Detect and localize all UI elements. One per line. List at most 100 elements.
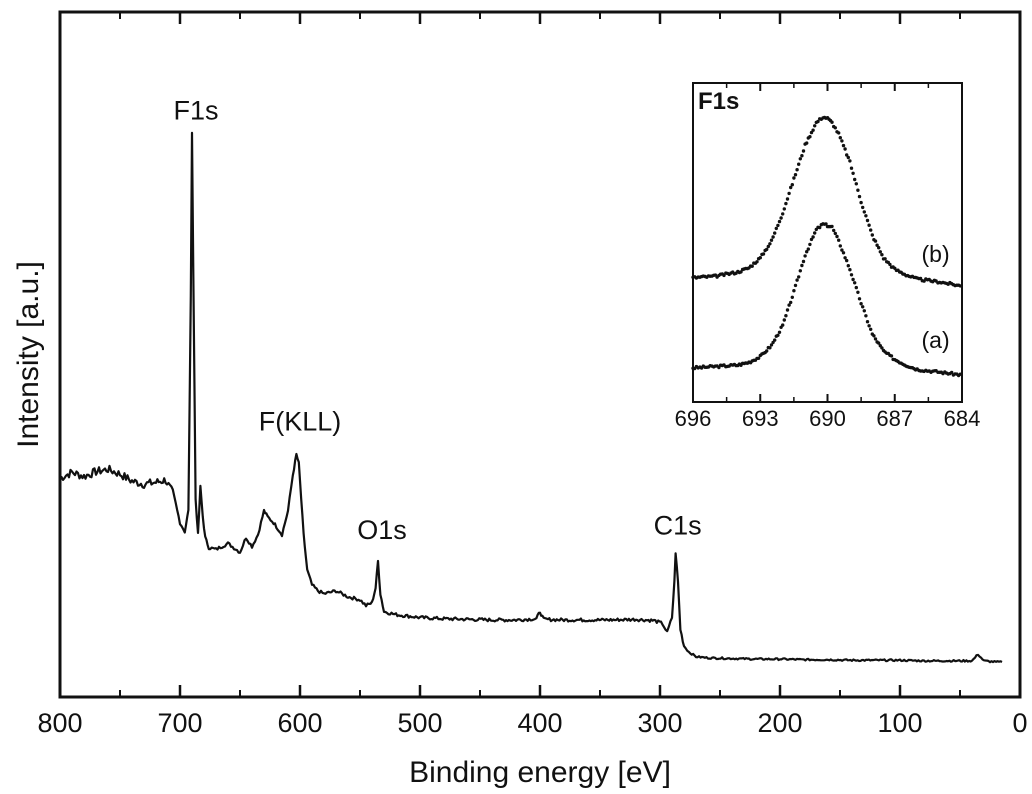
inset-plot: 696 693 690 687 684 F1s (b) (a) xyxy=(675,82,980,431)
inset-data-point xyxy=(797,162,801,166)
inset-data-point xyxy=(837,238,841,242)
inset-data-point xyxy=(787,191,791,196)
inset-data-point xyxy=(958,372,962,376)
x-tick-label: 200 xyxy=(757,708,802,738)
inset-data-point xyxy=(809,130,814,135)
x-axis-title: Binding energy [eV] xyxy=(409,756,671,789)
inset-data-point xyxy=(862,210,866,214)
inset-data-point xyxy=(843,256,847,260)
inset-data-point xyxy=(873,337,878,341)
inset-data-point xyxy=(846,264,850,268)
inset-data-point xyxy=(806,247,810,251)
inset-data-point xyxy=(841,251,846,255)
inset-data-point xyxy=(835,234,839,239)
inset-data-point xyxy=(889,354,894,358)
inset-data-point xyxy=(790,295,794,299)
inset-data-point xyxy=(798,269,802,273)
inset-data-point xyxy=(843,147,847,151)
inset-data-point xyxy=(859,302,863,306)
inset-series-a xyxy=(691,222,962,378)
inset-data-point xyxy=(795,168,799,172)
inset-data-point xyxy=(865,218,870,223)
inset-data-point xyxy=(830,224,834,229)
inset-data-point xyxy=(867,223,871,227)
inset-data-point xyxy=(856,188,860,192)
inset-data-point xyxy=(856,290,860,294)
inset-data-point xyxy=(865,320,870,324)
inset-data-point xyxy=(809,237,814,242)
inset-data-point xyxy=(845,153,849,157)
inset-data-point xyxy=(784,314,788,318)
inset-data-point xyxy=(816,119,820,124)
inset-data-point xyxy=(769,238,774,242)
inset-data-point xyxy=(857,194,862,199)
spectrum-line xyxy=(59,131,1003,664)
inset-data-point xyxy=(854,285,858,290)
inset-data-point xyxy=(846,155,850,160)
inset-data-point xyxy=(838,244,842,248)
inset-data-point xyxy=(950,370,954,375)
inset-title: F1s xyxy=(698,88,739,115)
inset-data-point xyxy=(848,268,852,272)
inset-frame xyxy=(692,82,963,403)
inset-data-point xyxy=(853,281,857,285)
inset-data-point xyxy=(958,284,962,288)
peak-label: C1s xyxy=(654,510,702,540)
inset-data-point xyxy=(793,173,798,177)
inset-data-point xyxy=(830,120,834,124)
inset-data-point xyxy=(797,275,801,279)
inset-data-point xyxy=(771,235,775,239)
inset-data-point xyxy=(851,171,855,175)
inset-data-point xyxy=(798,157,802,161)
inset-data-point xyxy=(872,334,876,338)
inset-data-point xyxy=(878,250,882,254)
inset-data-point xyxy=(777,330,782,334)
inset-data-point xyxy=(880,346,884,350)
inset-data-point xyxy=(795,278,799,282)
inset-data-point xyxy=(801,259,806,264)
inset-data-point xyxy=(875,243,879,247)
inset-data-point xyxy=(758,256,762,260)
inset-data-point xyxy=(769,343,774,347)
inset-data-point xyxy=(811,235,815,239)
inset-data-point xyxy=(869,327,873,331)
inset-data-point xyxy=(776,223,780,228)
inset-data-point xyxy=(755,260,759,264)
inset-data-point xyxy=(784,201,788,206)
inset-data-point xyxy=(800,154,804,158)
inset-data-point xyxy=(777,219,782,224)
inset-data-point xyxy=(801,149,806,153)
inset-data-point xyxy=(761,252,766,256)
inset-data-point xyxy=(756,356,761,360)
inset-data-point xyxy=(813,124,817,128)
inset-data-point xyxy=(837,131,841,135)
x-tick-label: 500 xyxy=(397,708,442,738)
inset-data-point xyxy=(785,197,790,201)
inset-data-point xyxy=(792,176,796,180)
x-tick-label: 800 xyxy=(37,708,82,738)
x-tick-label: 600 xyxy=(277,708,322,738)
inset-data-point xyxy=(811,128,815,132)
inset-data-point xyxy=(789,300,793,305)
inset-data-point xyxy=(869,228,873,232)
x-tick-label: 0 xyxy=(1012,708,1027,738)
inset-x-tick-label: 693 xyxy=(742,406,779,431)
inset-data-point xyxy=(766,244,770,249)
inset-data-point xyxy=(774,226,778,231)
inset-data-point xyxy=(782,318,786,322)
inset-data-point xyxy=(857,297,862,301)
x-tick-label: 100 xyxy=(877,708,922,738)
inset-data-point xyxy=(877,246,881,250)
inset-data-point xyxy=(768,346,772,350)
inset-data-point xyxy=(808,242,812,247)
inset-data-point xyxy=(813,231,817,235)
inset-data-point xyxy=(864,314,868,318)
inset-data-point xyxy=(832,228,836,233)
inset-series-label: (a) xyxy=(922,327,950,353)
inset-data-point xyxy=(841,143,846,148)
inset-data-point xyxy=(848,159,852,163)
inset-data-point xyxy=(765,349,769,353)
inset-data-point xyxy=(849,273,854,277)
inset-series-label: (b) xyxy=(922,241,950,267)
